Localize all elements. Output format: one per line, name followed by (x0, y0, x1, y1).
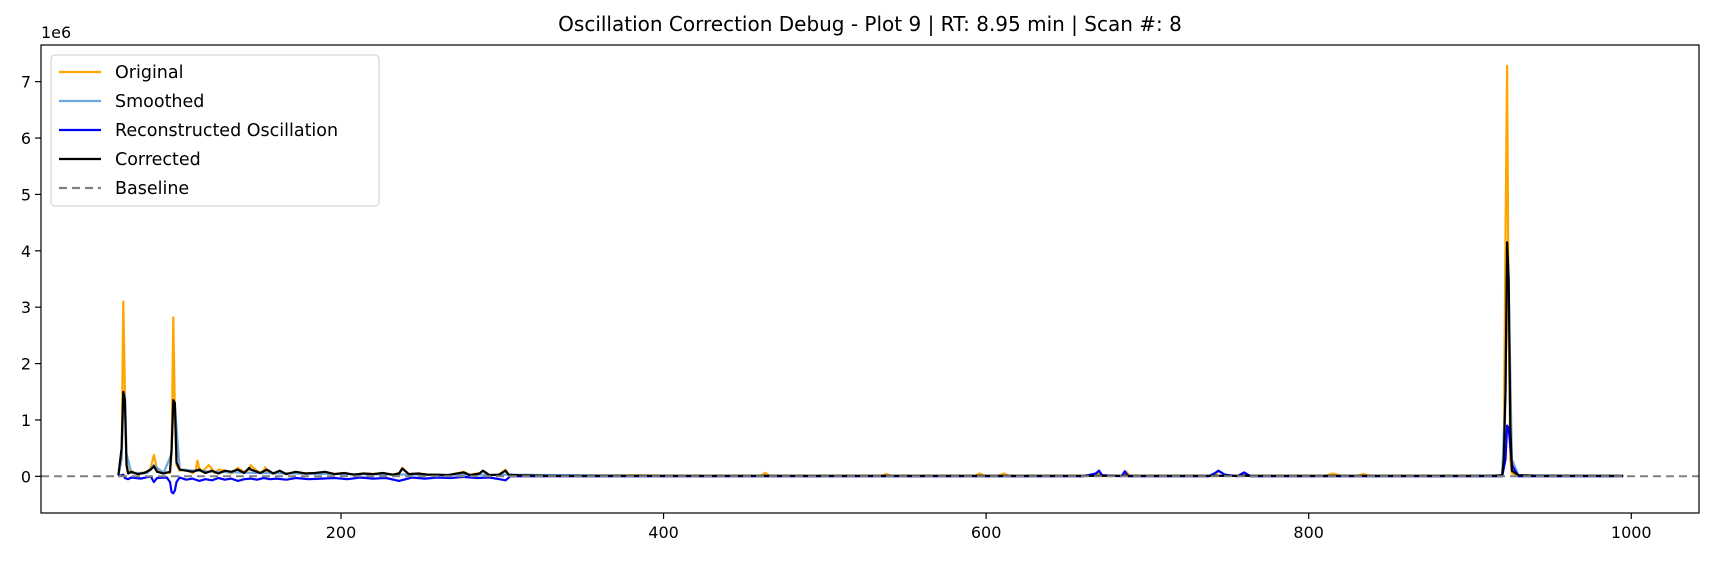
legend: Original Smoothed Reconstructed Oscillatio… (50, 54, 380, 207)
y-axis: 0 1 2 3 4 5 6 7 (21, 73, 41, 486)
legend-label-baseline: Baseline (115, 179, 189, 199)
chart-title: Oscillation Correction Debug - Plot 9 | … (558, 12, 1182, 36)
x-axis: 200 400 600 800 1000 (326, 513, 1652, 542)
y-axis-offset-label: 1e6 (41, 23, 71, 42)
x-tick-label: 1000 (1611, 523, 1652, 542)
x-tick-label: 600 (971, 523, 1002, 542)
legend-label-reconstructed-oscillation: Reconstructed Oscillation (115, 121, 338, 141)
legend-label-corrected: Corrected (115, 150, 201, 170)
legend-label-smoothed: Smoothed (115, 92, 204, 112)
axes-frame (40, 44, 1700, 514)
y-tick-label: 7 (21, 73, 31, 92)
series-layer (41, 64, 1699, 495)
legend-box (50, 54, 380, 207)
y-tick-label: 1 (21, 411, 31, 430)
y-tick-label: 2 (21, 355, 31, 374)
y-tick-label: 6 (21, 129, 31, 148)
series-line-corrected (117, 241, 1624, 477)
series-line-reconstructed-oscillation (118, 424, 1624, 495)
x-tick-label: 800 (1293, 523, 1324, 542)
x-tick-label: 400 (648, 523, 679, 542)
y-tick-label: 5 (21, 185, 31, 204)
x-tick-label: 200 (326, 523, 357, 542)
y-tick-label: 3 (21, 298, 31, 317)
legend-label-original: Original (115, 63, 183, 83)
plot-area (41, 64, 1699, 495)
y-tick-label: 0 (21, 467, 31, 486)
y-tick-label: 4 (21, 242, 31, 261)
